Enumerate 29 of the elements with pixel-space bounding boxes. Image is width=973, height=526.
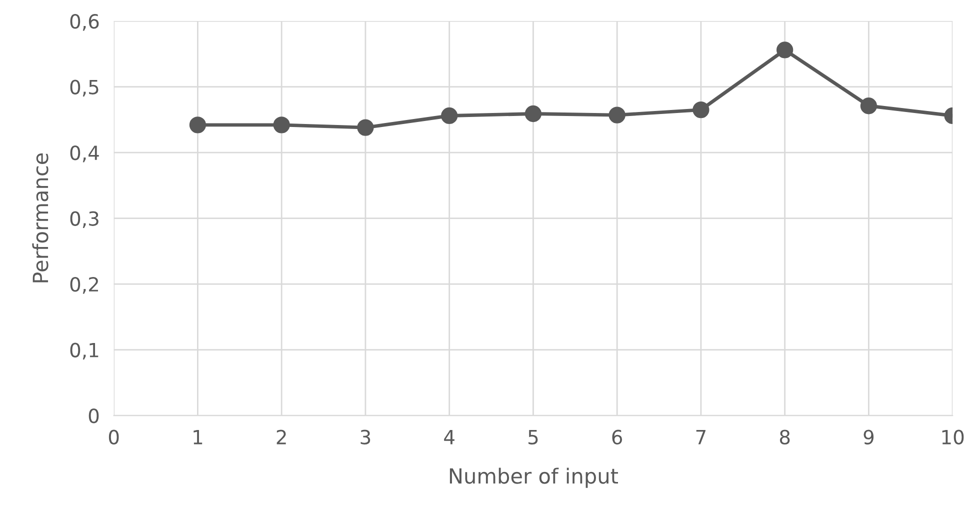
y-tick-label: 0,6 <box>70 14 99 31</box>
x-tick-label: 9 <box>864 430 874 444</box>
y-tick-label: 0,4 <box>70 145 99 162</box>
point <box>860 98 878 114</box>
point <box>608 106 626 124</box>
y-tick-label: 0,1 <box>70 342 98 360</box>
x-tick-label: 0 <box>108 430 119 444</box>
y-tick-label: 0,2 <box>70 276 98 294</box>
x-tick-label: 4 <box>444 430 454 444</box>
point <box>524 105 542 122</box>
y-tick-label: 0,3 <box>70 211 98 228</box>
y-axis-title: Performance <box>32 153 48 282</box>
point <box>189 116 206 134</box>
point <box>357 119 374 136</box>
x-tick-label: 7 <box>696 430 706 444</box>
x-tick-label: 6 <box>612 430 622 444</box>
point <box>692 101 710 118</box>
y-tick-label: 0 <box>88 408 99 424</box>
point <box>273 116 290 134</box>
point <box>776 42 794 58</box>
x-tick-label: 3 <box>360 430 370 444</box>
x-tick-label: 2 <box>276 430 286 444</box>
x-tick-label: 8 <box>780 430 790 444</box>
x-tick-label: 5 <box>528 430 538 444</box>
y-tick-label: 0,5 <box>70 80 98 96</box>
x-axis-title: Number of input <box>450 468 618 488</box>
point <box>441 107 458 124</box>
x-tick-label: 1 <box>194 430 202 444</box>
x-tick-label: 10 <box>942 430 964 444</box>
